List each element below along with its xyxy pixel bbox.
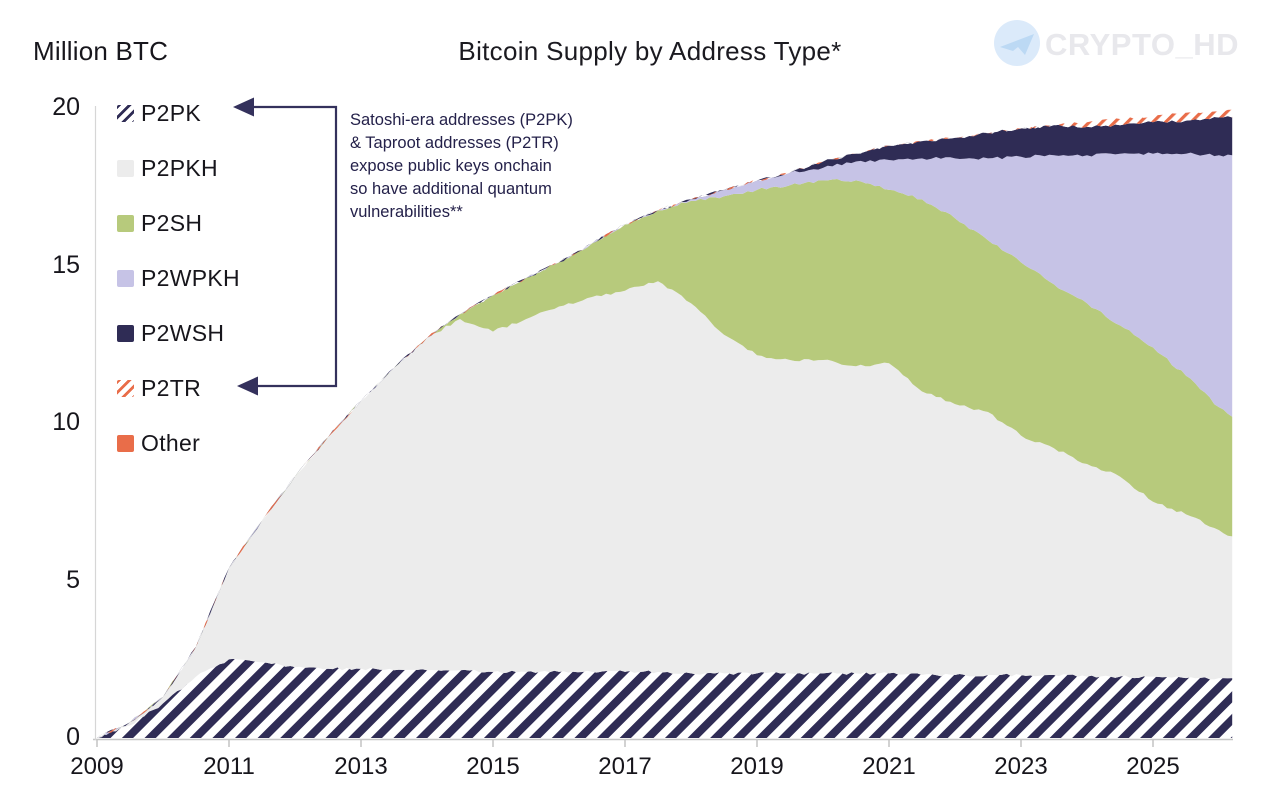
x-tick-label: 2023 xyxy=(994,753,1048,780)
x-tick-label: 2015 xyxy=(466,753,520,780)
y-axis-title: Million BTC xyxy=(33,36,169,66)
annotation-note: Satoshi-era addresses (P2PK) & Taproot a… xyxy=(350,109,573,224)
legend-label: P2TR xyxy=(141,375,201,401)
annotation-line: expose public keys onchain xyxy=(350,157,552,175)
legend-item-p2pkh: P2PKH xyxy=(117,141,240,196)
legend-label: P2WSH xyxy=(141,320,225,346)
callout-bracket-line xyxy=(252,105,338,388)
legend-item-p2sh: P2SH xyxy=(117,196,240,251)
x-tick-label: 2017 xyxy=(598,753,652,780)
legend-swatch-p2sh-icon xyxy=(117,215,134,232)
x-tick-label: 2019 xyxy=(730,753,784,780)
y-tick-label: 20 xyxy=(52,93,80,121)
legend-label: P2PKH xyxy=(141,155,218,181)
legend-label: Other xyxy=(141,430,201,456)
legend: P2PK P2PKH P2SH P2WPKH P2WSH P2TR Other xyxy=(117,86,240,471)
legend-swatch-p2tr-icon xyxy=(117,380,134,397)
y-tick-label: 5 xyxy=(66,565,80,594)
legend-item-p2wpkh: P2WPKH xyxy=(117,251,240,306)
area-p2pk xyxy=(97,658,1233,738)
legend-item-p2tr: P2TR xyxy=(117,361,240,416)
legend-item-p2wsh: P2WSH xyxy=(117,306,240,361)
annotation-line: so have additional quantum xyxy=(350,180,552,198)
legend-item-other: Other xyxy=(117,416,240,471)
area-p2sh xyxy=(97,179,1233,738)
area-p2pkh xyxy=(97,281,1233,738)
legend-swatch-other-icon xyxy=(117,435,134,452)
arrowhead-p2tr-icon xyxy=(237,376,258,396)
y-tick-label: 15 xyxy=(52,250,80,279)
chart-axes xyxy=(93,106,1233,747)
annotation-line: & Taproot addresses (P2TR) xyxy=(350,134,559,152)
legend-swatch-p2pk-icon xyxy=(117,105,134,122)
telegram-paper-plane-icon xyxy=(1000,34,1034,55)
x-tick-label: 2021 xyxy=(862,753,916,780)
annotation-line: Satoshi-era addresses (P2PK) xyxy=(350,111,573,129)
legend-item-p2pk: P2PK xyxy=(117,86,240,141)
legend-label: P2PK xyxy=(141,100,202,126)
x-tick-label: 2011 xyxy=(203,753,255,780)
x-tick-label: 2025 xyxy=(1126,753,1180,780)
x-tick-label: 2009 xyxy=(70,753,124,780)
legend-label: P2WPKH xyxy=(141,265,240,291)
annotation-arrows xyxy=(233,97,338,396)
page-title: Bitcoin Supply by Address Type* xyxy=(458,36,842,66)
x-tick-label: 2013 xyxy=(334,753,388,780)
arrowhead-p2pk-icon xyxy=(233,97,254,117)
legend-swatch-p2wsh-icon xyxy=(117,325,134,342)
y-tick-label: 10 xyxy=(52,408,80,436)
watermark-text: CRYPTO_HD xyxy=(1045,27,1239,62)
legend-label: P2SH xyxy=(141,210,203,236)
y-tick-label: 0 xyxy=(66,723,80,751)
chart-areas xyxy=(97,109,1233,739)
annotation-line: vulnerabilities** xyxy=(350,203,463,221)
legend-swatch-p2wpkh-icon xyxy=(117,270,134,287)
area-p2wpkh xyxy=(97,152,1233,738)
legend-swatch-p2pkh-icon xyxy=(117,160,134,177)
